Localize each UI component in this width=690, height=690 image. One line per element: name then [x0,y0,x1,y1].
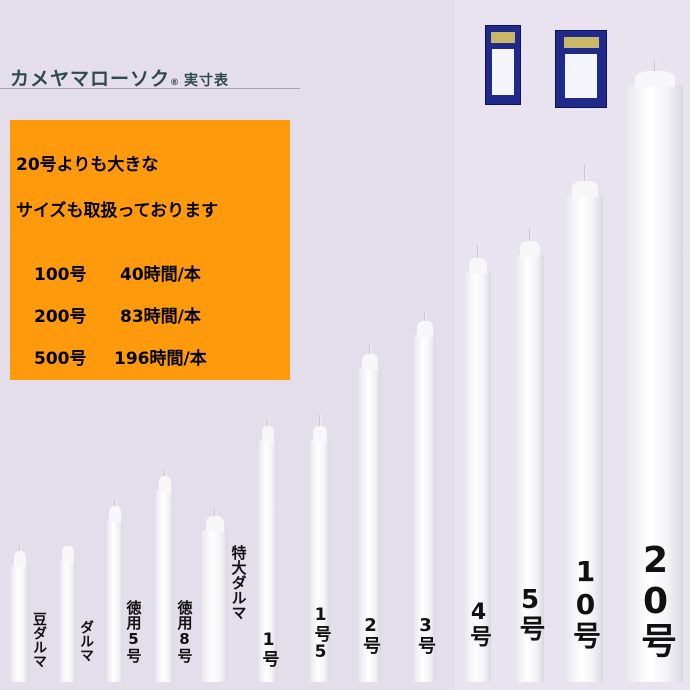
package-image-large [555,30,607,108]
candle-wick [584,165,587,195]
candle [156,476,174,682]
candle [60,546,76,682]
candle [414,321,436,682]
candle-size-label: 5号 [515,585,545,641]
info-row: 500号 196時間/本 [34,344,207,369]
candle-size-label: 3号 [415,615,436,654]
page-title: カメヤマローソク® 実寸表 [10,64,229,91]
info-time: 40時間/本 [120,265,201,285]
candle [359,354,381,682]
candle [465,258,491,682]
candle-size-label: 豆ダルマ [31,612,47,668]
candle-size-label: 4号 [466,600,491,647]
candle-size-label: 20号 [635,540,676,658]
candle [516,241,544,682]
candle-size-label: 2号 [360,615,381,654]
divider [0,88,300,89]
candle [202,516,228,682]
info-line-1: 20号よりも大きな [16,155,159,175]
candle-size-label: 特大ダルマ [229,545,248,620]
candle-size-label: 1号 [258,630,279,667]
candle-size-label: ダルマ [78,620,94,662]
info-time: 196時間/本 [114,349,207,369]
candle-size-label: 10号 [569,555,602,649]
info-row: 200号 83時間/本 [34,302,201,327]
candle-size-label: 徳用8号 [175,600,194,663]
candle [567,181,603,682]
info-size: 500号 [34,349,87,369]
package-image-small [485,25,521,105]
candle [627,71,683,682]
candle [310,426,330,682]
info-line-2: サイズも取扱っております [16,201,219,221]
candle [11,551,29,682]
info-size: 200号 [34,307,87,327]
info-row: 100号 40時間/本 [34,260,201,285]
candle [107,506,123,682]
info-box: 20号よりも大きな サイズも取扱っております 100号 40時間/本 200号 83… [10,120,290,380]
candle-size-label: 徳用5号 [124,600,143,663]
info-time: 83時間/本 [120,307,201,327]
brand-name: カメヤマローソク [10,68,171,90]
page-subtitle: 実寸表 [184,73,230,89]
registered-mark: ® [170,78,181,88]
candle [259,426,277,682]
info-size: 100号 [34,265,87,285]
candle-size-label: 1号5 [310,605,331,662]
